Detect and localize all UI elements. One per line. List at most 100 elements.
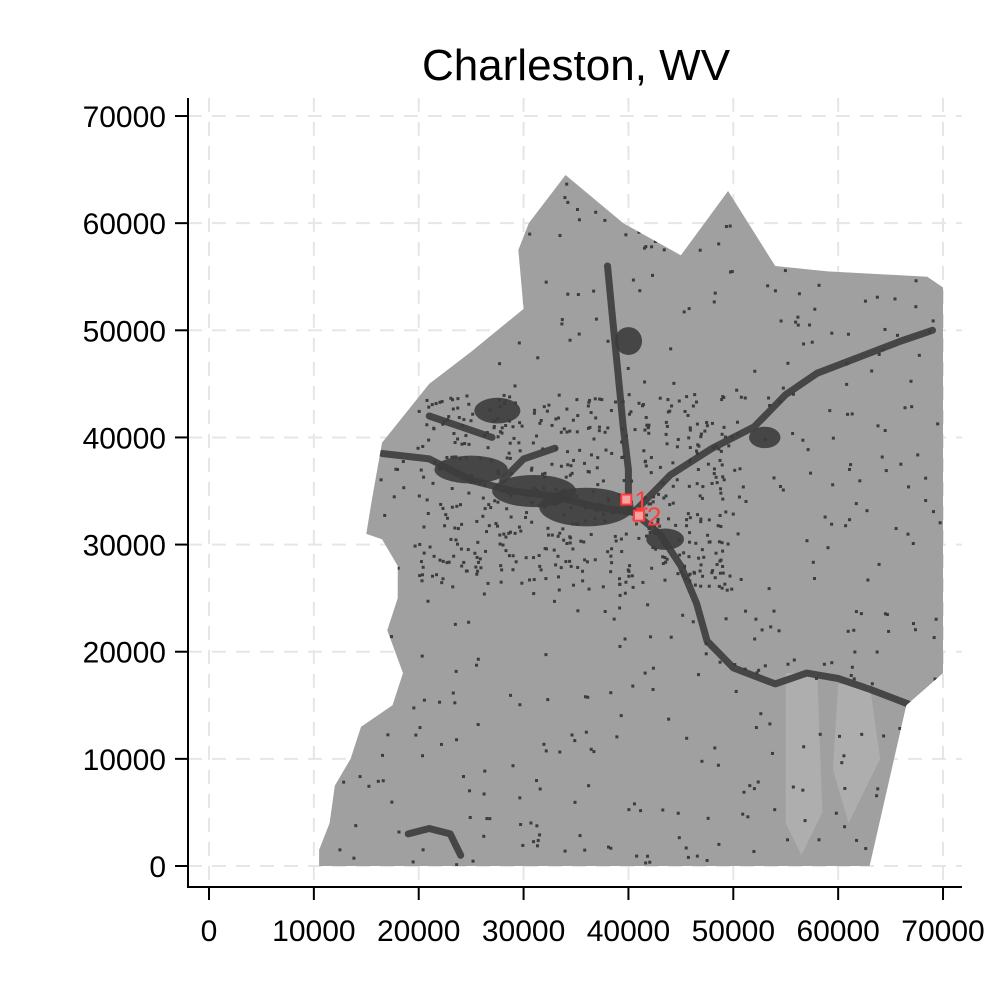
developed-pixel	[931, 510, 935, 514]
developed-pixel	[664, 432, 668, 436]
developed-pixel	[685, 518, 689, 522]
developed-pixel	[425, 423, 429, 427]
developed-pixel	[741, 485, 745, 489]
developed-pixel	[401, 460, 405, 464]
developed-pixel	[476, 540, 480, 544]
developed-pixel	[482, 792, 486, 796]
developed-pixel	[445, 455, 449, 459]
developed-pixel	[723, 582, 727, 586]
developed-pixel	[464, 569, 468, 573]
developed-pixel	[469, 480, 473, 484]
developed-pixel	[596, 456, 600, 460]
developed-pixel	[753, 369, 757, 373]
developed-pixel	[653, 240, 657, 244]
developed-pixel	[627, 808, 631, 812]
developed-pixel	[597, 425, 601, 429]
developed-pixel	[581, 569, 585, 573]
developed-pixel	[421, 754, 425, 758]
developed-pixel	[934, 617, 938, 621]
developed-pixel	[445, 561, 449, 565]
developed-pixel	[557, 588, 561, 592]
developed-pixel	[504, 535, 508, 539]
developed-pixel	[457, 416, 461, 420]
developed-pixel	[504, 549, 508, 553]
developed-pixel	[707, 518, 711, 522]
developed-pixel	[525, 493, 529, 497]
developed-pixel	[467, 491, 471, 495]
developed-pixel	[582, 461, 586, 465]
developed-pixel	[543, 547, 547, 551]
developed-pixel	[379, 478, 383, 482]
developed-pixel	[433, 460, 437, 464]
developed-pixel	[649, 456, 653, 460]
developed-pixel	[594, 210, 598, 214]
developed-pixel	[454, 538, 458, 542]
developed-pixel	[550, 462, 554, 466]
developed-pixel	[600, 504, 604, 508]
developed-pixel	[556, 534, 560, 538]
developed-pixel	[688, 426, 692, 430]
developed-pixel	[716, 524, 720, 528]
developed-pixel	[462, 418, 466, 422]
developed-pixel	[471, 412, 475, 416]
developed-pixel	[358, 775, 362, 779]
developed-pixel	[831, 483, 835, 487]
developed-pixel	[453, 441, 457, 445]
developed-pixel	[917, 353, 921, 357]
developed-pixel	[595, 466, 599, 470]
developed-pixel	[426, 599, 430, 603]
developed-pixel	[508, 395, 512, 399]
developed-pixel	[518, 449, 522, 453]
developed-pixel	[570, 471, 574, 475]
developed-pixel	[705, 420, 709, 424]
developed-pixel	[556, 554, 560, 558]
developed-pixel	[741, 812, 745, 816]
developed-pixel	[441, 577, 445, 581]
developed-pixel	[649, 471, 653, 475]
developed-pixel	[760, 628, 764, 632]
developed-pixel	[682, 310, 686, 314]
developed-pixel	[505, 456, 509, 460]
developed-pixel	[718, 559, 722, 563]
developed-pixel	[575, 430, 579, 434]
developed-pixel	[390, 635, 394, 639]
developed-pixel	[720, 541, 724, 545]
developed-pixel	[583, 519, 587, 523]
developed-pixel	[757, 668, 761, 672]
developed-pixel	[544, 653, 548, 657]
developed-pixel	[665, 424, 669, 428]
developed-pixel	[695, 482, 699, 486]
developed-pixel	[469, 419, 473, 423]
developed-pixel	[671, 461, 675, 465]
developed-pixel	[488, 408, 492, 412]
developed-pixel	[532, 486, 536, 490]
developed-pixel	[768, 722, 772, 726]
developed-pixel	[712, 472, 716, 476]
developed-pixel	[576, 414, 580, 418]
developed-pixel	[606, 426, 610, 430]
developed-pixel	[876, 424, 880, 428]
x-tick-label: 40000	[587, 915, 670, 948]
developed-pixel	[694, 400, 698, 404]
developed-pixel	[560, 322, 564, 326]
developed-pixel	[481, 514, 485, 518]
developed-pixel	[733, 468, 737, 472]
developed-pixel	[524, 556, 528, 560]
developed-pixel	[597, 502, 601, 506]
developed-pixel	[428, 545, 432, 549]
developed-pixel	[911, 622, 915, 626]
developed-pixel	[631, 278, 635, 282]
developed-pixel	[763, 438, 767, 442]
developed-pixel	[598, 397, 602, 401]
developed-pixel	[639, 809, 643, 813]
developed-pixel	[618, 593, 622, 597]
developed-pixel	[575, 398, 579, 402]
developed-pixel	[535, 779, 539, 783]
developed-pixel	[544, 280, 548, 284]
developed-pixel	[808, 323, 812, 327]
developed-pixel	[545, 409, 549, 413]
developed-pixel	[734, 689, 738, 693]
developed-pixel	[509, 530, 513, 534]
developed-pixel	[837, 734, 841, 738]
developed-pixel	[584, 730, 588, 734]
